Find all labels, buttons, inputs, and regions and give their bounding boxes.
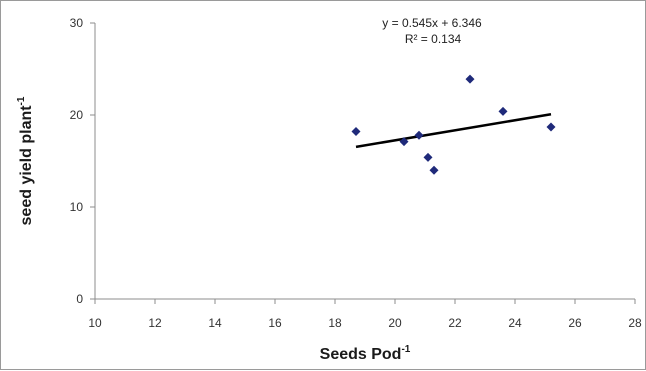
axes bbox=[94, 23, 635, 300]
x-tick-label: 24 bbox=[508, 316, 522, 330]
data-point bbox=[465, 74, 475, 84]
x-tick-label: 10 bbox=[88, 316, 102, 330]
x-axis-title: Seeds Pod-1 bbox=[320, 344, 411, 363]
trendline-equation: y = 0.545x + 6.346 bbox=[382, 16, 482, 30]
data-point bbox=[399, 137, 409, 147]
data-point bbox=[351, 127, 361, 137]
y-tick-label: 10 bbox=[70, 200, 84, 214]
x-tick-label: 14 bbox=[208, 316, 222, 330]
trendline-group bbox=[355, 113, 552, 149]
y-tick-group: 0 10 20 30 bbox=[70, 16, 95, 306]
y-axis-title-superscript: -1 bbox=[16, 96, 27, 105]
y-axis-title: seed yield plant-1 bbox=[16, 96, 35, 225]
data-points-group bbox=[351, 74, 556, 175]
x-tick-group: 10 12 14 16 18 20 22 24 26 28 bbox=[88, 299, 642, 330]
x-tick-label: 12 bbox=[148, 316, 162, 330]
y-tick-label: 0 bbox=[76, 292, 83, 306]
x-axis-title-superscript: -1 bbox=[401, 344, 410, 355]
data-point bbox=[414, 130, 424, 140]
y-tick-label: 30 bbox=[70, 16, 84, 30]
x-tick-label: 26 bbox=[568, 316, 582, 330]
data-point bbox=[423, 152, 433, 162]
trendline bbox=[355, 113, 552, 149]
r-squared-label: R² = 0.134 bbox=[405, 32, 462, 46]
y-tick-label: 20 bbox=[70, 108, 84, 122]
x-tick-label: 16 bbox=[268, 316, 282, 330]
data-point bbox=[546, 122, 556, 132]
data-point bbox=[498, 106, 508, 116]
x-axis-title-text: Seeds Pod bbox=[320, 346, 402, 363]
data-point bbox=[429, 165, 439, 175]
x-tick-label: 28 bbox=[628, 316, 642, 330]
x-tick-label: 22 bbox=[448, 316, 462, 330]
x-tick-label: 18 bbox=[328, 316, 342, 330]
y-axis-title-text: seed yield plant bbox=[18, 105, 35, 226]
x-tick-label: 20 bbox=[388, 316, 402, 330]
